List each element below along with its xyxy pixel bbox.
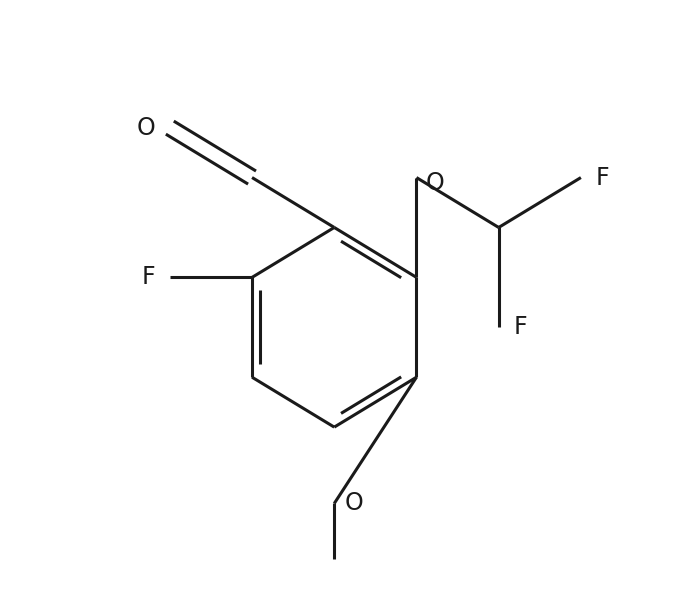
Text: F: F	[596, 166, 609, 189]
Text: O: O	[345, 491, 363, 516]
Text: F: F	[513, 315, 527, 339]
Text: O: O	[136, 116, 155, 140]
Text: O: O	[426, 172, 444, 195]
Text: F: F	[142, 266, 155, 289]
